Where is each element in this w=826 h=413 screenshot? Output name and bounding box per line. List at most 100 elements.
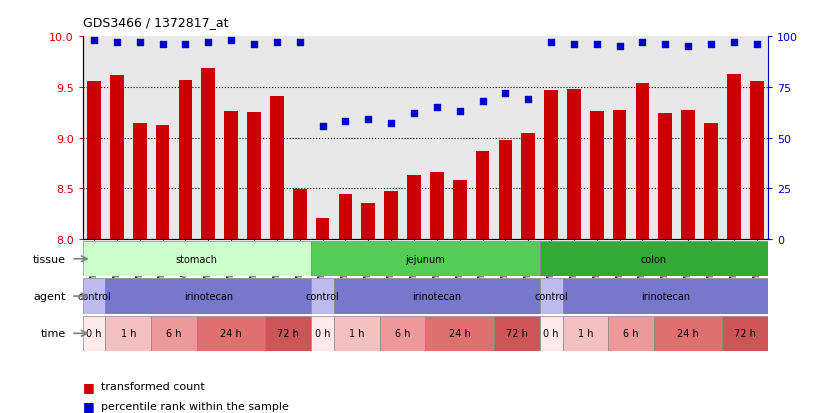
Text: percentile rank within the sample: percentile rank within the sample bbox=[101, 401, 288, 411]
Point bbox=[133, 40, 146, 47]
Bar bbox=[362, 203, 375, 240]
Point bbox=[567, 42, 581, 49]
Bar bbox=[563, 316, 608, 351]
Bar bbox=[156, 125, 169, 240]
Text: irinotecan: irinotecan bbox=[412, 291, 462, 301]
Bar bbox=[293, 190, 306, 240]
Bar bbox=[453, 181, 467, 240]
Text: GDS3466 / 1372817_at: GDS3466 / 1372817_at bbox=[83, 16, 228, 29]
Bar bbox=[384, 192, 398, 240]
Bar bbox=[407, 176, 420, 240]
Point bbox=[293, 40, 306, 47]
Bar bbox=[681, 111, 695, 240]
Bar bbox=[247, 113, 261, 240]
Bar bbox=[334, 316, 380, 351]
Point bbox=[591, 42, 604, 49]
Bar bbox=[197, 316, 265, 351]
Bar bbox=[590, 112, 604, 240]
Bar bbox=[636, 84, 649, 240]
Text: stomach: stomach bbox=[176, 254, 218, 264]
Point bbox=[88, 38, 101, 45]
Bar bbox=[178, 81, 192, 240]
Point bbox=[430, 104, 444, 111]
Text: 0 h: 0 h bbox=[86, 328, 102, 339]
Bar bbox=[613, 111, 626, 240]
Point bbox=[659, 42, 672, 49]
Text: 24 h: 24 h bbox=[449, 328, 471, 339]
Point bbox=[636, 40, 649, 47]
Text: 6 h: 6 h bbox=[624, 328, 638, 339]
Point bbox=[476, 99, 489, 105]
Bar bbox=[476, 152, 489, 240]
Point bbox=[202, 40, 215, 47]
Bar bbox=[110, 76, 124, 240]
Point bbox=[681, 44, 695, 50]
Text: transformed count: transformed count bbox=[101, 381, 205, 391]
Bar bbox=[106, 279, 311, 314]
Bar bbox=[311, 242, 539, 277]
Point bbox=[179, 42, 192, 49]
Point bbox=[270, 40, 283, 47]
Bar bbox=[83, 279, 106, 314]
Text: 72 h: 72 h bbox=[734, 328, 757, 339]
Text: time: time bbox=[40, 328, 66, 339]
Bar bbox=[425, 316, 494, 351]
Bar bbox=[544, 91, 558, 240]
Point bbox=[339, 119, 352, 126]
Bar bbox=[723, 316, 768, 351]
Point bbox=[248, 42, 261, 49]
Bar bbox=[563, 279, 768, 314]
Bar bbox=[202, 69, 215, 240]
Bar bbox=[151, 316, 197, 351]
Bar bbox=[430, 173, 444, 240]
Point bbox=[225, 38, 238, 45]
Point bbox=[453, 109, 467, 115]
Bar bbox=[494, 316, 539, 351]
Point bbox=[111, 40, 124, 47]
Bar bbox=[727, 75, 741, 240]
Text: 6 h: 6 h bbox=[166, 328, 182, 339]
Text: colon: colon bbox=[641, 254, 667, 264]
Bar bbox=[339, 195, 352, 240]
Text: 1 h: 1 h bbox=[349, 328, 364, 339]
Text: 6 h: 6 h bbox=[395, 328, 411, 339]
Text: control: control bbox=[77, 291, 111, 301]
Bar bbox=[106, 316, 151, 351]
Bar bbox=[608, 316, 654, 351]
Bar bbox=[88, 82, 101, 240]
Bar bbox=[658, 114, 672, 240]
Point bbox=[544, 40, 558, 47]
Text: jejunum: jejunum bbox=[406, 254, 445, 264]
Point bbox=[407, 111, 420, 117]
Bar bbox=[539, 279, 563, 314]
Point bbox=[750, 42, 763, 49]
Point bbox=[316, 123, 330, 130]
Text: ■: ■ bbox=[83, 380, 94, 393]
Text: agent: agent bbox=[34, 291, 66, 301]
Point bbox=[728, 40, 741, 47]
Text: 1 h: 1 h bbox=[121, 328, 136, 339]
Point bbox=[522, 97, 535, 103]
Text: control: control bbox=[534, 291, 568, 301]
Bar bbox=[83, 242, 311, 277]
Bar bbox=[654, 316, 723, 351]
Bar bbox=[270, 97, 283, 240]
Bar bbox=[539, 316, 563, 351]
Bar bbox=[83, 316, 106, 351]
Text: tissue: tissue bbox=[33, 254, 66, 264]
Bar bbox=[499, 140, 512, 240]
Bar bbox=[521, 133, 535, 240]
Bar bbox=[311, 279, 334, 314]
Point bbox=[613, 44, 626, 50]
Text: 72 h: 72 h bbox=[506, 328, 528, 339]
Text: 24 h: 24 h bbox=[221, 328, 242, 339]
Text: irinotecan: irinotecan bbox=[641, 291, 690, 301]
Bar bbox=[539, 242, 768, 277]
Point bbox=[705, 42, 718, 49]
Text: 72 h: 72 h bbox=[278, 328, 299, 339]
Bar bbox=[311, 316, 334, 351]
Text: ■: ■ bbox=[83, 399, 94, 413]
Bar bbox=[316, 218, 330, 240]
Text: 0 h: 0 h bbox=[544, 328, 559, 339]
Bar bbox=[334, 279, 539, 314]
